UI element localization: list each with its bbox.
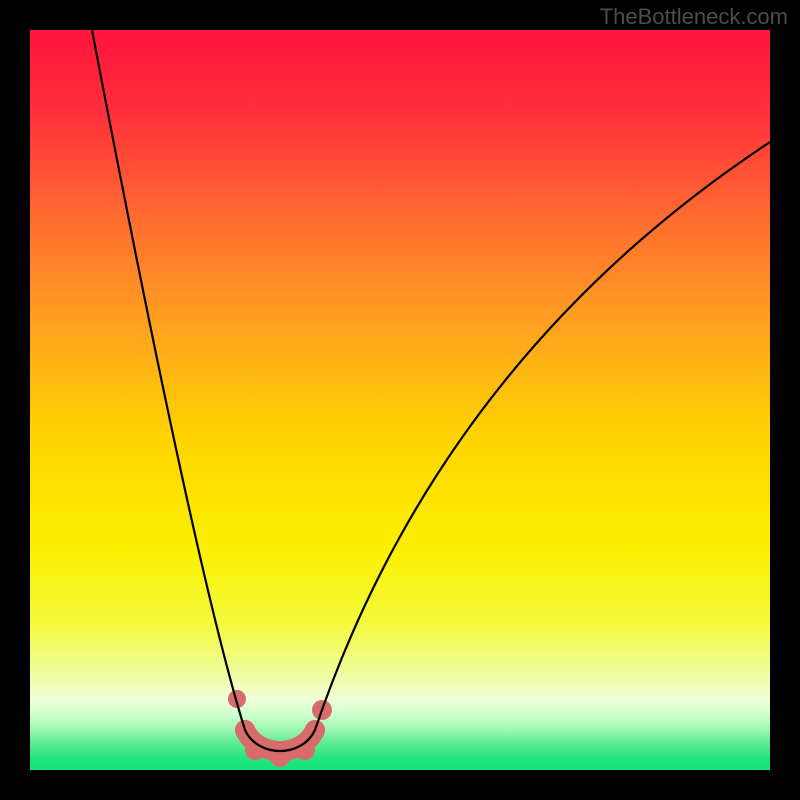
gradient-background	[30, 30, 770, 770]
watermark-text: TheBottleneck.com	[600, 4, 788, 30]
plot-area	[30, 30, 770, 770]
chart-frame: TheBottleneck.com	[0, 0, 800, 800]
bottleneck-curve-svg	[30, 30, 770, 770]
